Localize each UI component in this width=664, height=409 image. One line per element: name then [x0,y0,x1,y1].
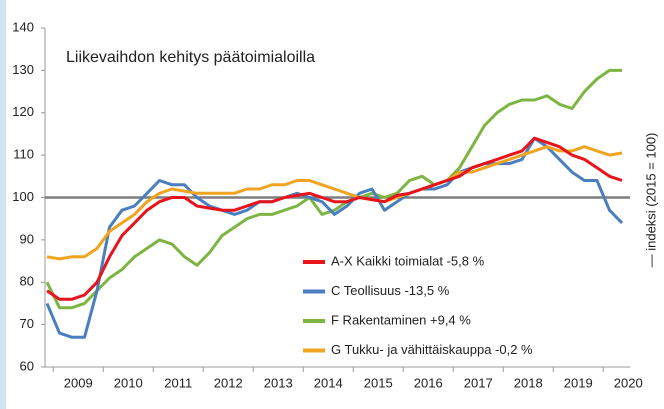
x-tick-label: 2009 [64,375,93,390]
y-tick-label: 90 [20,231,34,246]
series-line [45,68,622,310]
x-tick-label: 2020 [614,375,643,390]
x-tick-label: 2011 [164,375,192,390]
y-tick-label: 60 [20,358,34,373]
y-tick-label: 100 [12,189,34,204]
x-tick-label: 2015 [364,375,393,390]
x-tick-label: 2019 [564,375,593,390]
y-tick-label: 70 [20,316,34,331]
y-tick-label: 140 [12,19,34,34]
chart-background [6,0,664,409]
legend-label: A-X Kaikki toimialat -5,8 % [331,253,485,268]
x-tick-label: 2016 [414,375,443,390]
chart-title: Liikevaihdon kehitys päätoimialoilla [66,49,315,66]
legend-label: C Teollisuus -13,5 % [331,283,450,298]
x-tick-label: 2013 [264,375,293,390]
x-tick-label: 2010 [114,375,143,390]
x-tick-label: 2017 [464,375,493,390]
legend-label: F Rakentaminen +9,4 % [331,312,471,327]
series-line [46,136,623,301]
legend-label: G Tukku- ja vähittäiskauppa -0,2 % [331,342,533,357]
x-tick-label: 2018 [514,375,543,390]
y-tick-label: 120 [12,104,34,119]
y-tick-label: 80 [20,274,34,289]
y-tick-label: 110 [13,147,34,162]
y-axis-label: — indeksi (2015 = 100) [643,133,658,268]
y-tick-label: 130 [12,62,34,77]
series-line [46,145,623,261]
x-tick-label: 2014 [314,375,343,390]
x-tick-label: 2012 [214,375,243,390]
